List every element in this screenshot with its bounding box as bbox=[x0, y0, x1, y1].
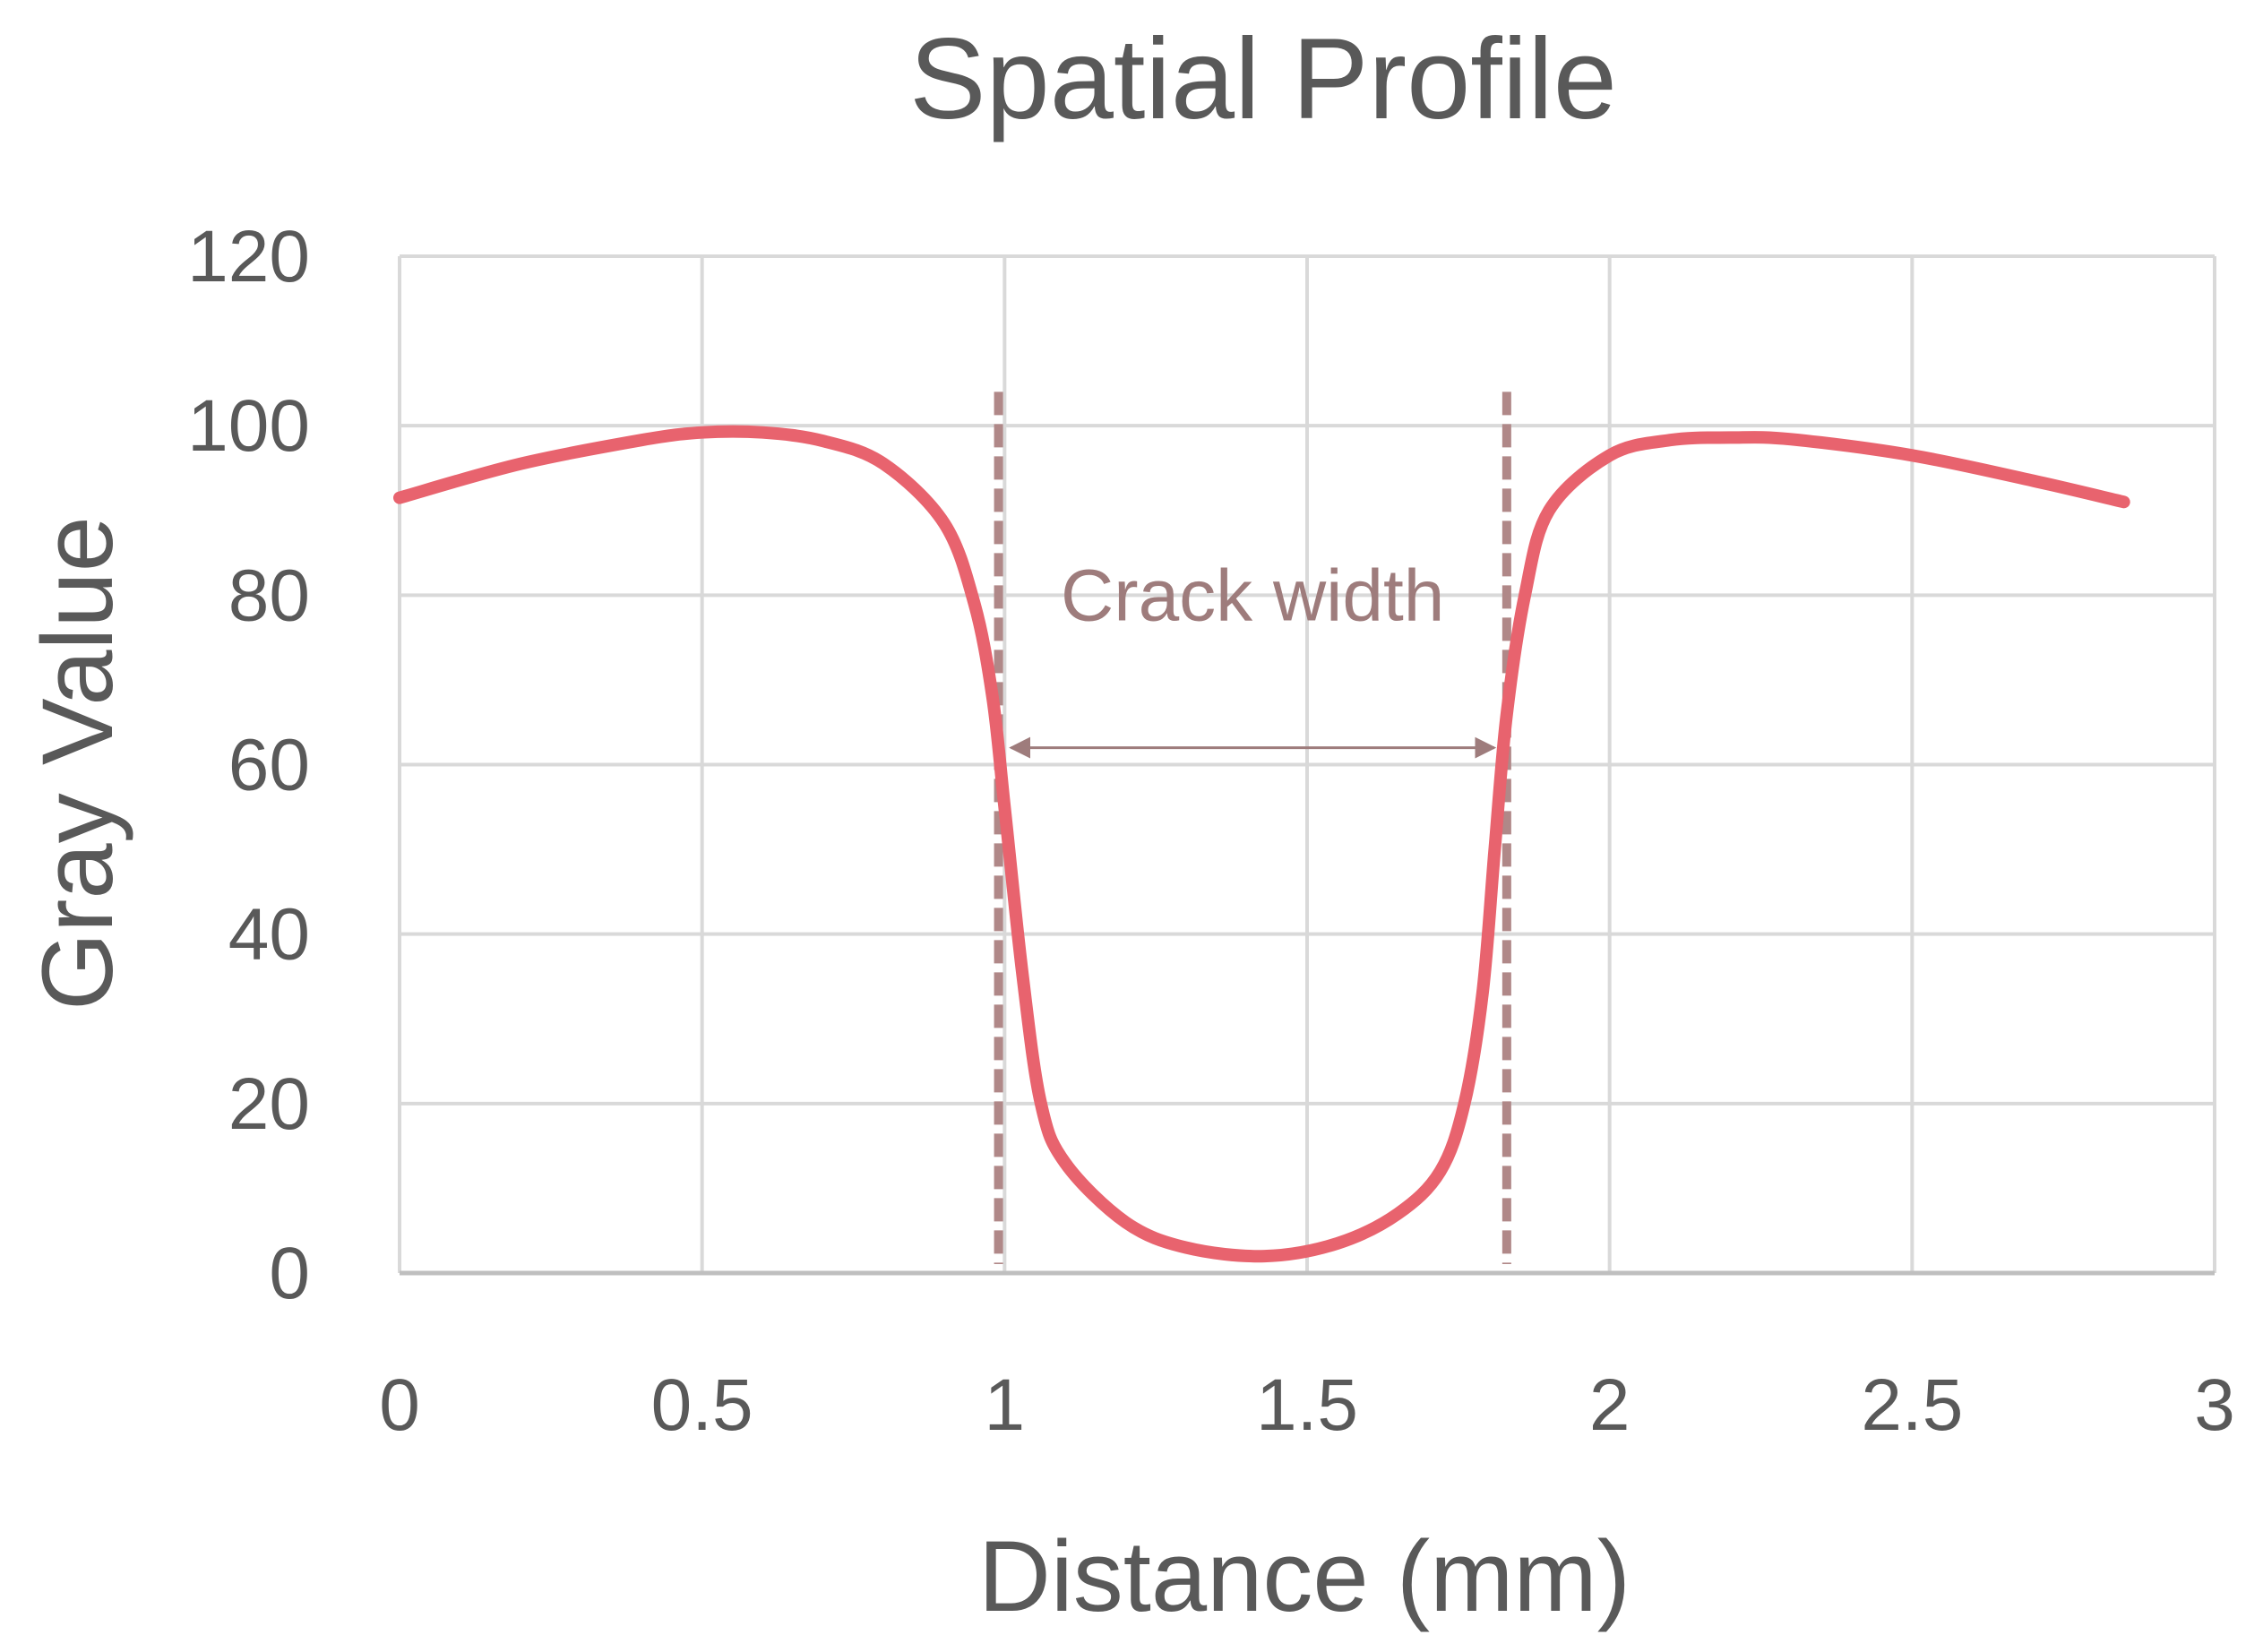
x-tick-label: 1.5 bbox=[1256, 1364, 1358, 1446]
crack-width-annotation: Crack width bbox=[1009, 555, 1497, 759]
y-axis-label: Gray Value bbox=[22, 516, 133, 1011]
x-tick-label: 2 bbox=[1589, 1364, 1631, 1446]
x-tick-label: 0.5 bbox=[651, 1364, 753, 1446]
x-tick-label: 0 bbox=[379, 1364, 420, 1446]
x-tick-labels: 0 0.5 1 1.5 2 2.5 3 bbox=[379, 1364, 2235, 1446]
y-tick-label: 0 bbox=[269, 1233, 310, 1314]
y-tick-label: 100 bbox=[187, 385, 310, 467]
y-tick-label: 60 bbox=[228, 725, 310, 806]
x-tick-label: 1 bbox=[985, 1364, 1026, 1446]
x-tick-label: 3 bbox=[2194, 1364, 2235, 1446]
y-tick-label: 80 bbox=[228, 555, 310, 636]
x-tick-label: 2.5 bbox=[1861, 1364, 1963, 1446]
chart-title: Spatial Profile bbox=[909, 15, 1617, 143]
crack-width-label: Crack width bbox=[1061, 555, 1444, 636]
y-tick-label: 120 bbox=[187, 216, 310, 297]
gray-value-line bbox=[393, 425, 2130, 1263]
x-axis-label: Distance (mm) bbox=[978, 1520, 1631, 1632]
data-series bbox=[393, 425, 2130, 1263]
y-tick-labels: 0 20 40 60 80 100 120 bbox=[187, 216, 310, 1314]
grid-lines bbox=[398, 254, 2216, 1273]
y-tick-label: 40 bbox=[228, 894, 310, 976]
y-tick-label: 20 bbox=[228, 1063, 310, 1145]
crack-boundary-markers bbox=[994, 391, 1511, 1264]
